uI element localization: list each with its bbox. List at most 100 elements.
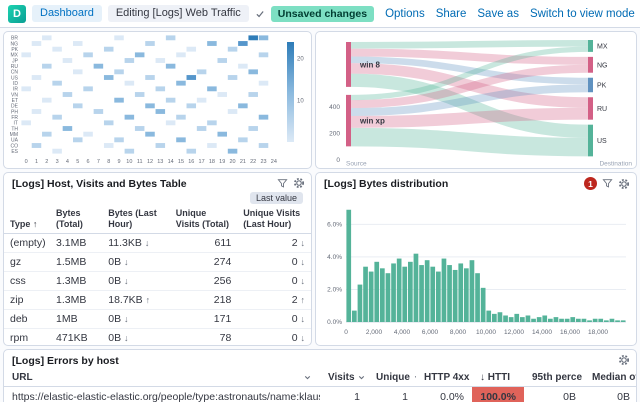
down-trend-icon: ↓ xyxy=(300,256,306,267)
table-cell: 0B ↓ xyxy=(102,309,170,329)
table-cell: (empty) xyxy=(4,233,51,253)
panel-icon-group xyxy=(277,177,305,189)
sankey-links xyxy=(350,40,589,157)
alert-count-badge[interactable]: 1 xyxy=(584,177,597,190)
table-cell: css xyxy=(4,271,51,291)
svg-text:18,000: 18,000 xyxy=(588,329,608,336)
svg-text:14: 14 xyxy=(168,159,174,165)
svg-text:17: 17 xyxy=(199,159,205,165)
column-header[interactable]: Bytes (Last Hour) xyxy=(102,206,170,234)
svg-text:12: 12 xyxy=(147,159,153,165)
table-cell: 18.7KB ↑ xyxy=(102,290,170,310)
panel-filter-icon[interactable] xyxy=(277,178,288,189)
source-destination-sankey-chart: 400 200 0 win 8 win xp MX NG PK RU US Source Destin… xyxy=(329,40,632,168)
table-cell: 0B xyxy=(617,391,630,402)
up-trend-icon: ↑ xyxy=(145,294,151,305)
panel-visitors-heatmap: BR NG PK MX JP RU CN US ID IR VN ET DE PH FR IT TH MM UA CO… xyxy=(3,31,312,169)
breadcrumb-editing-title[interactable]: Editing [Logs] Web Traffic xyxy=(107,4,249,23)
table-cell: 0 ↓ xyxy=(237,252,311,272)
switch-view-mode-button[interactable]: Switch to view mode xyxy=(529,7,635,20)
host-table-row: rpm 471KB 0B ↓ 78 0 ↓ xyxy=(4,328,311,345)
host-table-row: css 1.3MB 0B ↓ 256 0 ↓ xyxy=(4,271,311,291)
table-cell: 1.3MB xyxy=(50,290,103,310)
svg-text:8,000: 8,000 xyxy=(450,329,467,336)
svg-text:RU: RU xyxy=(11,64,19,70)
svg-text:MX: MX xyxy=(11,53,19,59)
gear-icon[interactable] xyxy=(618,178,630,190)
down-trend-icon: ↓ xyxy=(124,275,129,286)
visitors-heatmap-chart: BRNGPKMXJPRUCNUSIDIRVNETDEPHFRITTHMMUACO… xyxy=(10,35,304,165)
options-button[interactable]: Options xyxy=(385,7,425,20)
svg-text:400: 400 xyxy=(329,104,340,111)
host-table-row: gz 1.5MB 0B ↓ 274 0 ↓ xyxy=(4,252,311,272)
last-value-tag: Last value xyxy=(249,192,303,204)
breadcrumb-dashboard[interactable]: Dashboard xyxy=(32,4,102,23)
table-tag-row: Last value xyxy=(4,192,311,206)
svg-text:200: 200 xyxy=(329,131,340,138)
save-as-button[interactable]: Save as xyxy=(477,7,519,20)
panel-source-destination-sankey: 400 200 0 win 8 win xp MX NG PK RU US Source Destin… xyxy=(315,31,637,169)
share-button[interactable]: Share xyxy=(435,7,467,20)
table-cell: 0 ↓ xyxy=(237,328,311,345)
table-cell: 3.1MB xyxy=(50,233,103,253)
sankey-y-axis: 400 200 0 xyxy=(329,104,340,164)
down-trend-icon: ↓ xyxy=(144,237,150,248)
table-cell: 256 xyxy=(169,271,238,291)
gear-icon[interactable] xyxy=(618,354,630,366)
svg-text:BR: BR xyxy=(11,36,18,42)
column-header[interactable]: Unique xyxy=(368,369,416,387)
column-header[interactable]: Visits xyxy=(320,369,368,387)
svg-text:Destination: Destination xyxy=(599,161,632,168)
column-header[interactable]: Type ↑ xyxy=(4,206,51,234)
table-cell: 0 ↓ xyxy=(237,309,311,329)
column-header[interactable]: HTTP 4xx xyxy=(416,369,472,387)
svg-text:UA: UA xyxy=(11,138,19,144)
svg-text:Source: Source xyxy=(346,161,367,168)
column-header[interactable]: Unique Visits (Last Hour) xyxy=(237,206,311,234)
table-cell: zip xyxy=(4,290,51,310)
table-cell: 611 xyxy=(169,233,238,253)
saved-check-icon xyxy=(255,9,265,19)
svg-text:20: 20 xyxy=(297,57,304,63)
gear-icon[interactable] xyxy=(293,177,305,189)
svg-text:CN: CN xyxy=(11,70,19,76)
column-header[interactable]: URL xyxy=(4,369,320,387)
table-cell: 471KB xyxy=(50,328,103,345)
errors-by-host-table: URL Visits Unique HTTP 4xx ↓ HTTI 95th per… xyxy=(4,369,636,402)
down-trend-icon: ↓ xyxy=(300,275,306,286)
svg-text:23: 23 xyxy=(260,159,266,165)
column-header[interactable]: Bytes (Total) xyxy=(50,206,103,234)
column-header[interactable]: Median of t xyxy=(584,369,636,387)
svg-text:win 8: win 8 xyxy=(359,60,381,69)
panel-bytes-distribution: [Logs] Bytes distribution 1 0.0% 2.0% 4.0%… xyxy=(315,172,637,346)
column-header[interactable]: ↓ HTTI xyxy=(472,369,524,387)
bytes-distribution-chart: 0.0% 2.0% 4.0% 6.0% 0 2,000 4,000 6,000 8,000 10,… xyxy=(327,209,626,336)
table-cell: 274 xyxy=(169,252,238,272)
elastic-logo-icon[interactable]: D xyxy=(8,4,26,23)
svg-text:2: 2 xyxy=(45,159,48,165)
svg-text:0: 0 xyxy=(344,329,348,336)
heatmap-y-axis-labels: BRNGPKMXJPRUCNUSIDIRVNETDEPHFRITTHMMUACO… xyxy=(10,36,19,155)
svg-text:9: 9 xyxy=(118,159,121,165)
svg-text:win xp: win xp xyxy=(359,117,385,126)
heatmap-cells xyxy=(21,35,269,154)
panel-filter-icon[interactable] xyxy=(602,178,613,189)
svg-text:NG: NG xyxy=(11,41,19,47)
panel-errors-by-host: [Logs] Errors by host URL Visits Unique H… xyxy=(3,349,637,402)
host-table-header-row: Type ↑ Bytes (Total) Bytes (Last Hour) Uniq… xyxy=(4,206,311,234)
panel-icon-group xyxy=(618,354,630,366)
column-header[interactable]: 95th perce xyxy=(524,369,584,387)
errors-table-row: https://elastic-elastic-elastic.org/peop… xyxy=(4,386,636,402)
host-table-row: (empty) 3.1MB 11.3KB ↓ 611 2 ↓ xyxy=(4,233,311,253)
svg-text:14,000: 14,000 xyxy=(532,329,552,336)
histogram-x-axis-labels: 0 2,000 4,000 6,000 8,000 10,000 12,000 14,000 1… xyxy=(344,329,608,336)
svg-text:12,000: 12,000 xyxy=(504,329,524,336)
panel-title: [Logs] Bytes distribution xyxy=(324,178,449,190)
host-table-row: deb 1MB 0B ↓ 171 0 ↓ xyxy=(4,309,311,329)
svg-text:15: 15 xyxy=(178,159,184,165)
table-cell: 218 xyxy=(169,290,238,310)
table-cell: 2 ↓ xyxy=(237,233,311,253)
column-header[interactable]: Unique Visits (Total) xyxy=(169,206,238,234)
url-link[interactable]: https://elastic-elastic-elastic.org/peop… xyxy=(12,391,320,402)
up-trend-icon: ↑ xyxy=(300,294,306,305)
